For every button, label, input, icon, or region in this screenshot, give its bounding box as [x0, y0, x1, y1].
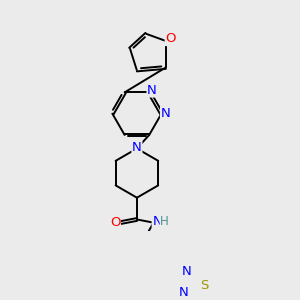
Text: H: H — [160, 214, 169, 228]
Text: O: O — [110, 216, 120, 229]
Text: N: N — [152, 214, 162, 228]
Text: N: N — [179, 286, 189, 299]
Text: S: S — [200, 279, 209, 292]
Text: O: O — [165, 32, 176, 46]
Text: N: N — [160, 107, 170, 120]
Text: N: N — [132, 141, 142, 154]
Text: N: N — [147, 84, 157, 97]
Text: N: N — [182, 265, 192, 278]
